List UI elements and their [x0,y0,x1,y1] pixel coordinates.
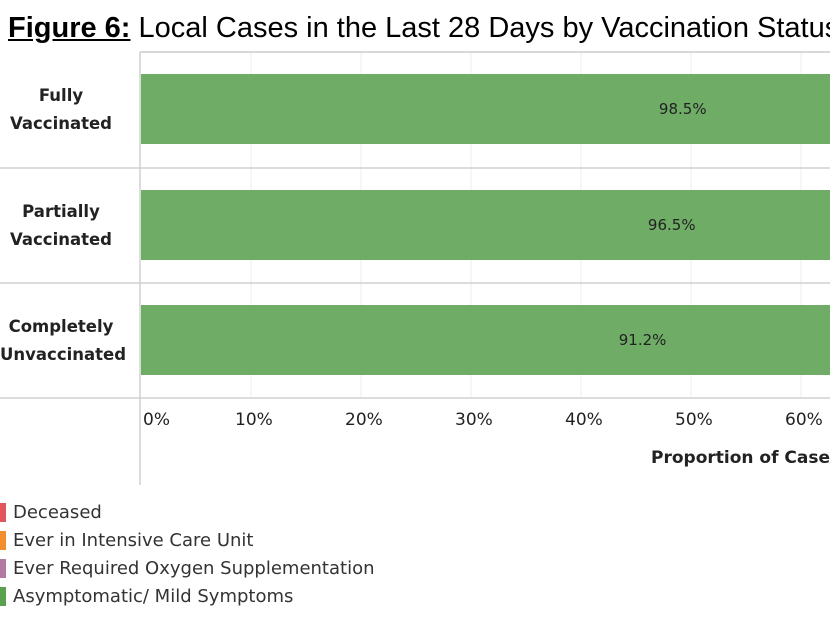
category-label: Partially Vaccinated [0,198,122,254]
legend-item: Ever Required Oxygen Supplementation [0,554,375,582]
bar-fully-vaccinated [141,74,830,144]
chart-title: Figure 6: Local Cases in the Last 28 Day… [8,12,830,45]
x-tick-label: 50% [675,410,713,430]
category-label: Completely Unvaccinated [0,313,127,369]
category-label-line: Partially [22,202,100,221]
legend: Deceased Ever in Intensive Care Unit Ever … [0,498,375,610]
bar-completely-unvaccinated [141,305,830,375]
category-label-line: Vaccinated [10,230,112,249]
legend-swatch [0,586,6,606]
legend-swatch [0,502,6,522]
data-label: 96.5% [647,216,696,234]
figure-number: Figure 6: [8,12,131,44]
x-tick-label: 0% [143,410,170,430]
legend-item: Asymptomatic/ Mild Symptoms [0,582,375,610]
x-tick-label: 60% [785,410,823,430]
legend-item: Ever in Intensive Care Unit [0,526,375,554]
legend-swatch [0,530,6,550]
title-text: Local Cases in the Last 28 Days by Vacci… [130,12,830,44]
legend-label: Ever in Intensive Care Unit [13,529,254,551]
x-tick-label: 10% [235,410,273,430]
data-label: 98.5% [658,100,707,118]
x-tick-label: 30% [455,410,493,430]
legend-label: Ever Required Oxygen Supplementation [13,557,375,579]
legend-item: Deceased [0,498,375,526]
category-label-line: Vaccinated [10,114,112,133]
x-tick-label: 40% [565,410,603,430]
category-label-line: Unvaccinated [0,345,127,364]
data-label: 91.2% [618,331,667,349]
category-label-line: Completely [8,317,114,336]
category-label-line: Fully [38,86,84,105]
category-label: Fully Vaccinated [0,82,122,138]
x-tick-label: 20% [345,410,383,430]
legend-label: Asymptomatic/ Mild Symptoms [13,585,294,607]
bar-partially-vaccinated [141,190,830,260]
legend-label: Deceased [13,501,102,523]
legend-swatch [0,558,6,578]
x-axis-label: Proportion of Cases [651,448,830,468]
